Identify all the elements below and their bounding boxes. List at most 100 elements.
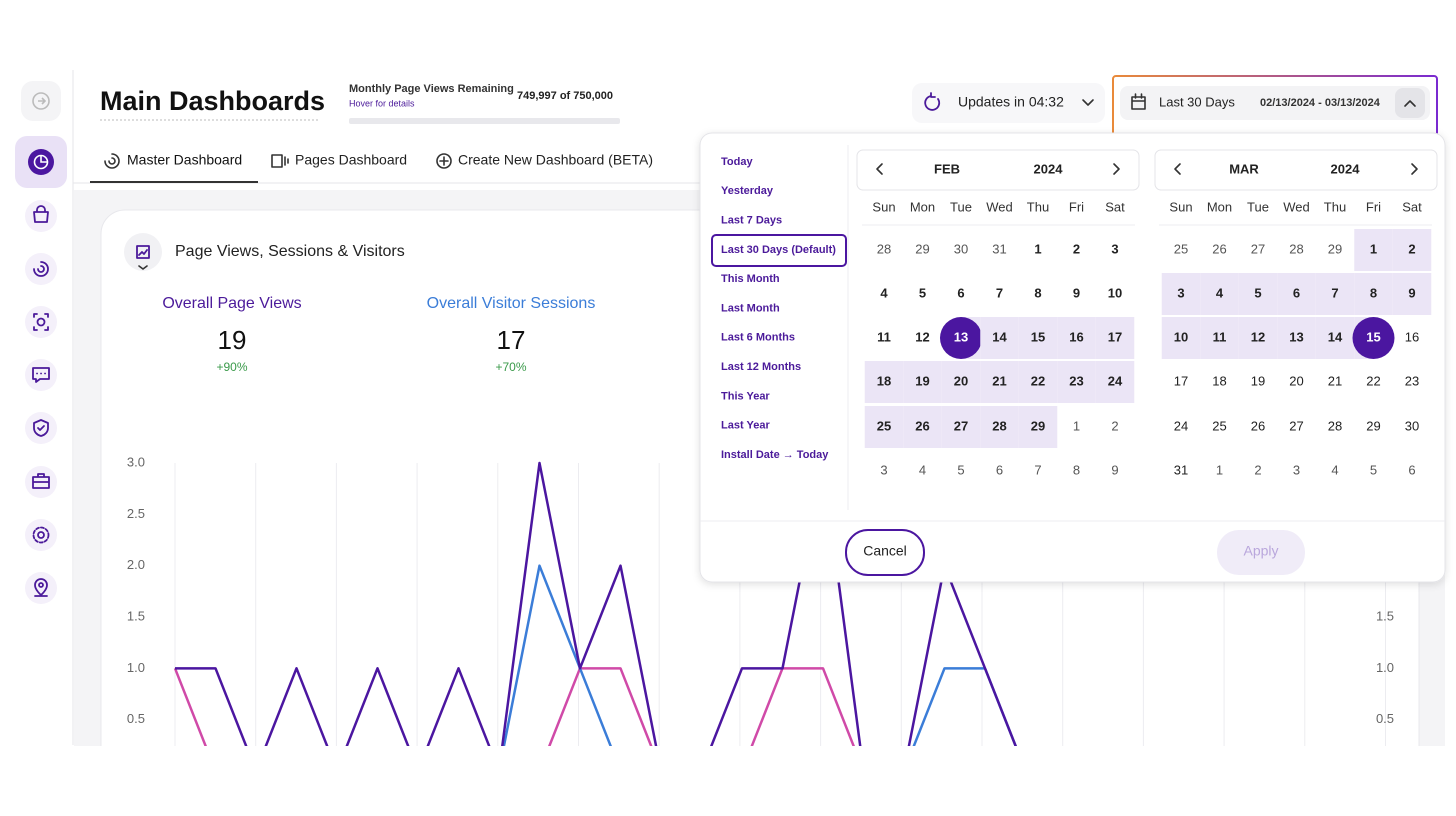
calendar-day[interactable]: 27 [954,418,968,433]
calendar-day[interactable]: 22 [1031,373,1045,388]
preset-option[interactable]: Yesterday [721,185,774,197]
calendar-day[interactable]: 15 [1366,329,1380,344]
calendar-day[interactable]: 31 [1174,462,1188,477]
nav-feedback[interactable] [25,359,57,391]
collapse-button[interactable] [21,81,61,121]
calendar-day[interactable]: 14 [992,329,1007,344]
calendar-day[interactable]: 7 [1034,462,1041,477]
apply-button[interactable]: Apply [1217,530,1305,575]
calendar-day[interactable]: 30 [954,241,968,256]
calendar-day[interactable]: 1 [1370,241,1377,256]
prev-month[interactable] [1174,163,1181,175]
calendar-day[interactable]: 17 [1174,373,1188,388]
calendar-day[interactable]: 29 [1328,241,1342,256]
calendar-day[interactable]: 11 [877,329,891,344]
calendar-day[interactable]: 4 [919,462,926,477]
calendar-day[interactable]: 31 [992,241,1006,256]
calendar-day[interactable]: 21 [1328,373,1342,388]
calendar-day[interactable]: 24 [1108,373,1123,388]
calendar-day[interactable]: 3 [880,462,887,477]
calendar-day[interactable]: 9 [1073,285,1080,300]
calendar-day[interactable]: 20 [954,373,968,388]
calendar-day[interactable]: 25 [1174,241,1188,256]
calendar-day[interactable]: 27 [1251,241,1265,256]
calendar-day[interactable]: 20 [1289,373,1303,388]
calendar-day[interactable]: 1 [1073,418,1080,433]
calendar-day[interactable]: 28 [877,241,891,256]
calendar-day[interactable]: 27 [1289,418,1303,433]
calendar-day[interactable]: 8 [1370,285,1377,300]
nav-tools[interactable] [25,466,57,498]
tab-pages[interactable]: Pages Dashboard [271,152,407,168]
next-month[interactable] [1411,163,1418,175]
calendar-day[interactable]: 30 [1405,418,1419,433]
calendar-day[interactable]: 18 [1212,373,1226,388]
calendar-day[interactable]: 12 [915,329,929,344]
preset-option[interactable]: This Month [721,273,780,285]
calendar-day[interactable]: 28 [1328,418,1342,433]
preset-option[interactable]: Last 30 Days (Default) [721,244,836,256]
calendar-day[interactable]: 28 [992,418,1006,433]
calendar-day[interactable]: 26 [1212,241,1226,256]
updates-button[interactable]: Updates in 04:32 [912,83,1105,123]
calendar-day[interactable]: 10 [1174,329,1188,344]
preset-option[interactable]: Install Date → Today [721,449,829,461]
calendar-day[interactable]: 4 [1331,462,1338,477]
calendar-day[interactable]: 4 [880,285,888,300]
nav-location[interactable] [25,572,57,604]
calendar-day[interactable]: 29 [1031,418,1045,433]
nav-dashboard[interactable] [15,136,67,188]
preset-option[interactable]: This Year [721,390,770,402]
date-range-button[interactable]: Last 30 Days 02/13/2024 - 03/13/2024 [1112,75,1438,137]
quota-hint[interactable]: Hover for details [349,98,415,108]
calendar-day[interactable]: 18 [877,373,891,388]
preset-option[interactable]: Last 12 Months [721,361,801,373]
calendar-day[interactable]: 21 [992,373,1006,388]
preset-option[interactable]: Last 7 Days [721,215,782,227]
calendar-day[interactable]: 23 [1405,373,1419,388]
prev-month[interactable] [876,163,883,175]
calendar-day[interactable]: 5 [919,285,926,300]
calendar-day[interactable]: 2 [1254,462,1261,477]
calendar-day[interactable]: 19 [915,373,929,388]
calendar-day[interactable]: 25 [1212,418,1226,433]
calendar-day[interactable]: 6 [1408,462,1415,477]
calendar-day[interactable]: 16 [1405,329,1419,344]
calendar-day[interactable]: 29 [1366,418,1380,433]
calendar-day[interactable]: 6 [1293,285,1300,300]
calendar-day[interactable]: 28 [1289,241,1303,256]
calendar-day[interactable]: 6 [957,285,964,300]
preset-option[interactable]: Today [721,156,753,168]
calendar-day[interactable]: 7 [1331,285,1338,300]
calendar-day[interactable]: 9 [1408,285,1415,300]
calendar-day[interactable]: 2 [1111,418,1118,433]
calendar-day[interactable]: 29 [915,241,929,256]
calendar-day[interactable]: 5 [957,462,964,477]
calendar-day[interactable]: 5 [1254,285,1261,300]
nav-recordings[interactable] [25,306,57,338]
calendar-day[interactable]: 12 [1251,329,1265,344]
calendar-day[interactable]: 1 [1034,241,1041,256]
tab-create[interactable]: Create New Dashboard (BETA) [436,152,653,169]
calendar-day[interactable]: 2 [1073,241,1080,256]
calendar-day[interactable]: 6 [996,462,1003,477]
calendar-day[interactable]: 3 [1111,241,1118,256]
calendar-day[interactable]: 10 [1108,285,1122,300]
cancel-button[interactable]: Cancel [845,529,925,576]
calendar-day[interactable]: 22 [1366,373,1380,388]
preset-option[interactable]: Last Month [721,302,780,314]
next-month[interactable] [1113,163,1120,175]
calendar-day[interactable]: 3 [1293,462,1300,477]
calendar-day[interactable]: 25 [877,418,891,433]
nav-shop[interactable] [25,200,57,232]
calendar-day[interactable]: 23 [1069,373,1083,388]
calendar-day[interactable]: 17 [1108,329,1122,344]
calendar-day[interactable]: 11 [1213,329,1227,344]
calendar-day[interactable]: 13 [1289,329,1303,344]
preset-option[interactable]: Last Year [721,420,770,432]
nav-security[interactable] [25,412,57,444]
calendar-day[interactable]: 13 [954,329,968,344]
calendar-day[interactable]: 3 [1177,285,1184,300]
nav-analytics[interactable] [25,253,57,285]
calendar-day[interactable]: 24 [1174,418,1188,433]
